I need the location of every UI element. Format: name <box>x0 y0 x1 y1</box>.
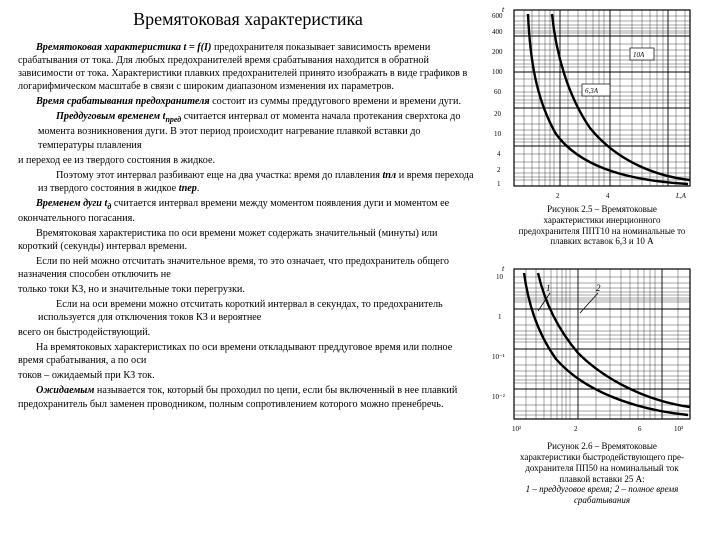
fig1-yl-9: 1 <box>497 180 501 188</box>
para-4a: Временем дуги tд считается интервал врем… <box>18 197 478 225</box>
p3-lead: Преддуговым временем t <box>56 111 165 122</box>
fig1-xl-2: 4 <box>606 192 610 200</box>
para-9: Ожидаемым называется ток, который бы про… <box>18 384 478 410</box>
para-6a: Если по ней можно отсчитать значительное… <box>18 255 478 281</box>
fig2-yl-0: 10 <box>496 273 504 281</box>
para-3c: Поэтому этот интервал разбивают еще на д… <box>18 169 478 195</box>
fig1-yl-7: 4 <box>497 150 501 158</box>
fig1-yl-2: 200 <box>492 48 503 56</box>
fig2-xl-4: 10³ <box>674 425 683 433</box>
fig2-series-0: 1 <box>546 283 551 293</box>
fig1-yl-0: 600 <box>492 12 503 20</box>
para-7a: Если на оси времени можно отсчитать коро… <box>18 298 478 324</box>
fig1-yl-6: 10 <box>494 130 502 138</box>
page-title: Времятоковая характеристика <box>18 8 478 31</box>
para-2: Время срабатывания предохранителя состои… <box>18 95 478 108</box>
fig2-xl-0: 10² <box>512 425 521 433</box>
fig1-xl-1: 2 <box>556 192 560 200</box>
figure-1-chart: t 600 400 200 100 60 20 10 4 2 1 <box>490 4 702 202</box>
fig2-series-1: 2 <box>596 283 601 293</box>
fig2-yl-6: 10⁻² <box>492 393 505 401</box>
fig1-yl-3: 100 <box>492 68 503 76</box>
figure-1-caption: Рисунок 2.5 – Времятоковые характеристик… <box>490 204 714 247</box>
figure-1: t 600 400 200 100 60 20 10 4 2 1 <box>490 4 714 247</box>
fig1-xl-4: L,A <box>675 192 687 200</box>
figure-2-caption: Рисунок 2.6 – Времятоковые характеристик… <box>490 441 714 506</box>
p3-tper: tпер <box>179 183 197 194</box>
para-7b: всего он быстродействующий. <box>18 326 478 339</box>
fig2-xl-1: 2 <box>574 425 578 433</box>
p3-sub: пред <box>165 115 181 124</box>
para-1: Времятоковая характеристика t = f(I) пре… <box>18 41 478 93</box>
fig1-yl-5: 20 <box>494 110 502 118</box>
p3-dot: . <box>197 183 200 194</box>
fig1-series-0: 10A <box>633 51 645 59</box>
fig1-series-1: 6,3A <box>585 87 599 95</box>
fig2-xl-3: 6 <box>638 425 642 433</box>
p9-lead: Ожидаемым <box>36 385 94 396</box>
para-8a: На времятоковых характеристиках по оси в… <box>18 341 478 367</box>
p2-rest: состоит из суммы преддугового времени и … <box>210 96 461 107</box>
para-3a: Преддуговым временем tпред считается инт… <box>18 110 478 151</box>
figure-2-chart: t 10 1 10⁻¹ 10⁻² <box>490 261 702 439</box>
p3-line3a: Поэтому этот интервал разбивают еще на д… <box>56 170 382 181</box>
fig1-yl-8: 2 <box>497 166 501 174</box>
p3-tpl: tпл <box>382 170 396 181</box>
p2-lead: Время срабатывания предохранителя <box>36 96 210 107</box>
para-5: Времятоковая характеристика по оси време… <box>18 227 478 253</box>
p1-lead: Времятоковая характеристика t = f(I) <box>36 42 211 53</box>
para-3b: и переход ее из твердого состояния в жид… <box>18 154 478 167</box>
figure-2: t 10 1 10⁻¹ 10⁻² <box>490 261 714 506</box>
fig2-yl-4: 10⁻¹ <box>492 353 505 361</box>
p4-lead: Временем дуги t <box>36 198 107 209</box>
para-8b: токов – ожидаемый при КЗ ток. <box>18 369 478 382</box>
para-6b: только токи КЗ, но и значительные токи п… <box>18 283 478 296</box>
fig1-yl-4: 60 <box>494 88 502 96</box>
fig1-yl-1: 400 <box>492 28 503 36</box>
fig2-yl-2: 1 <box>498 313 502 321</box>
